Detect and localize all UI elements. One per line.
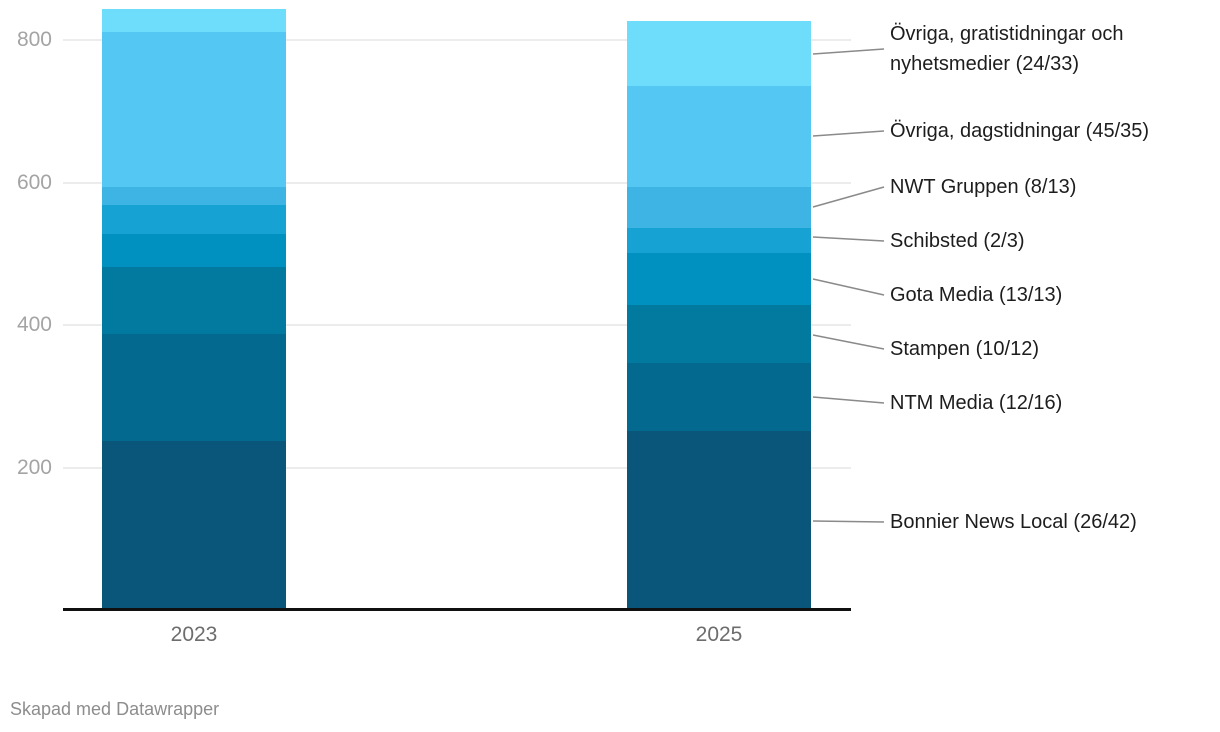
bar-segment[interactable]	[627, 20, 811, 86]
legend-connector-line	[812, 278, 885, 296]
gridline	[63, 181, 851, 184]
gridline	[63, 39, 851, 41]
bar-segment[interactable]	[102, 441, 286, 610]
legend-label: Stampen (10/12)	[890, 338, 1039, 360]
bar-segment[interactable]	[627, 85, 811, 187]
gridline	[63, 466, 851, 469]
legend-connector-line	[812, 396, 885, 404]
bar-segment[interactable]	[627, 186, 811, 229]
x-category-label: 2025	[695, 623, 743, 646]
datawrapper-credit-link[interactable]: Skapad med Datawrapper	[10, 699, 220, 719]
legend-label: NTM Media (12/16)	[890, 392, 1063, 414]
legend-connector-line	[812, 334, 885, 350]
bar-segment[interactable]	[102, 186, 286, 205]
legend-label: Övriga, gratistidningar och nyhetsmedier…	[890, 23, 1124, 75]
bar-segment[interactable]	[627, 228, 811, 254]
legend-label: Bonnier News Local (26/42)	[890, 511, 1137, 533]
legend-label: Schibsted (2/3)	[890, 230, 1025, 252]
legend-label: Övriga, dagstidningar (45/35)	[890, 120, 1150, 142]
y-tick-label: 200	[16, 455, 52, 479]
bar-segment[interactable]	[102, 32, 286, 187]
y-tick-label: 800	[16, 28, 52, 51]
x-axis-line	[63, 608, 851, 611]
legend-connector-line	[812, 520, 885, 523]
y-tick-label: 400	[16, 313, 52, 336]
bar-segment[interactable]	[627, 253, 811, 306]
bar-segment[interactable]	[102, 204, 286, 234]
legend-connector-line	[812, 130, 885, 137]
y-tick-label: 600	[16, 170, 52, 194]
bar-segment[interactable]	[102, 333, 286, 442]
bar-segment[interactable]	[102, 266, 286, 334]
x-category-label: 2023	[170, 623, 218, 646]
bar-segment[interactable]	[102, 9, 286, 33]
legend-label: Gota Media (13/13)	[890, 284, 1063, 306]
legend-connector-line	[812, 186, 885, 208]
legend-connector-line	[812, 236, 885, 242]
bar-segment[interactable]	[627, 431, 811, 610]
gridline	[63, 324, 851, 326]
bar-segment[interactable]	[627, 305, 811, 364]
legend-label: NWT Gruppen (8/13)	[890, 176, 1077, 198]
bar-segment[interactable]	[627, 363, 811, 432]
legend-connector-line	[812, 48, 885, 55]
bar-segment[interactable]	[102, 233, 286, 267]
